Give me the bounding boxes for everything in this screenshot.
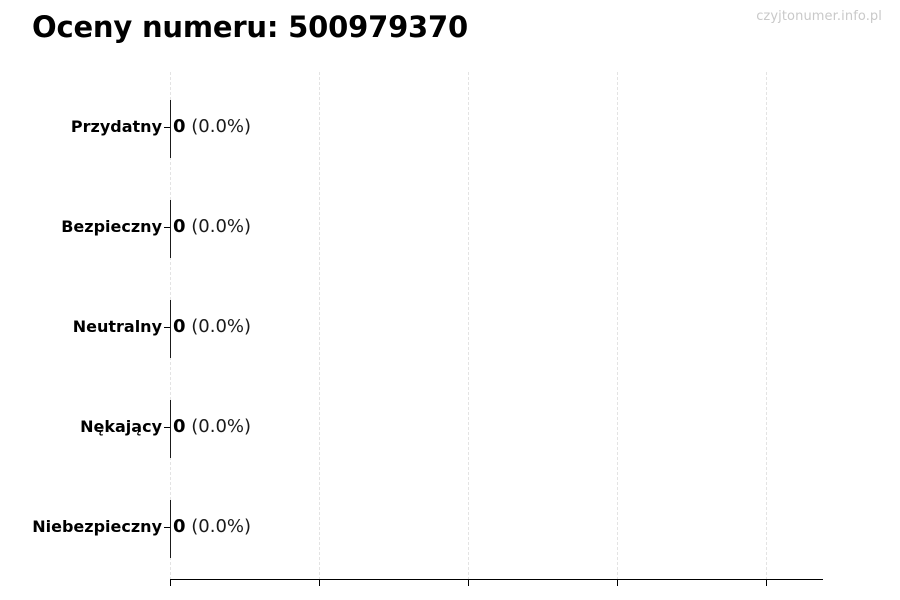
bar-przydatny <box>170 100 171 158</box>
value-count-neutralny: 0 <box>173 316 186 337</box>
gridline-4 <box>766 72 767 580</box>
value-percent-bezpieczny: (0.0%) <box>191 216 252 237</box>
value-count-niebezpieczny: 0 <box>173 516 186 537</box>
bar-bezpieczny <box>170 200 171 258</box>
x-axis-tick-0 <box>170 580 171 586</box>
value-count-przydatny: 0 <box>173 116 186 137</box>
value-label-przydatny: 0 (0.0%) <box>173 117 251 137</box>
bar-nekajacy <box>170 400 171 458</box>
category-label-bezpieczny: Bezpieczny <box>61 217 162 236</box>
value-count-bezpieczny: 0 <box>173 216 186 237</box>
category-label-przydatny: Przydatny <box>70 117 162 136</box>
y-axis-tick-przydatny <box>164 127 170 128</box>
bar-niebezpieczny <box>170 500 171 558</box>
category-label-neutralny: Neutralny <box>72 317 162 336</box>
x-axis-tick-2 <box>468 580 469 586</box>
category-label-nekajacy: Nękający <box>80 417 162 436</box>
value-label-bezpieczny: 0 (0.0%) <box>173 217 251 237</box>
site-watermark: czyjtonumer.info.pl <box>756 9 882 24</box>
category-label-niebezpieczny: Niebezpieczny <box>32 517 162 536</box>
value-percent-nekajacy: (0.0%) <box>191 416 252 437</box>
plot-area <box>170 72 823 580</box>
y-axis-tick-neutralny <box>164 327 170 328</box>
y-axis-tick-bezpieczny <box>164 227 170 228</box>
value-label-neutralny: 0 (0.0%) <box>173 317 251 337</box>
x-axis-line <box>170 579 823 580</box>
value-label-niebezpieczny: 0 (0.0%) <box>173 517 251 537</box>
value-percent-neutralny: (0.0%) <box>191 316 252 337</box>
y-axis-tick-nekajacy <box>164 427 170 428</box>
x-axis-tick-3 <box>617 580 618 586</box>
bar-neutralny <box>170 300 171 358</box>
value-percent-niebezpieczny: (0.0%) <box>191 516 252 537</box>
gridline-1 <box>319 72 320 580</box>
x-axis-tick-1 <box>319 580 320 586</box>
y-axis-tick-niebezpieczny <box>164 527 170 528</box>
value-count-nekajacy: 0 <box>173 416 186 437</box>
x-axis-tick-4 <box>766 580 767 586</box>
value-percent-przydatny: (0.0%) <box>191 116 252 137</box>
gridline-3 <box>617 72 618 580</box>
gridline-2 <box>468 72 469 580</box>
page-title: Oceny numeru: 500979370 <box>32 10 468 44</box>
value-label-nekajacy: 0 (0.0%) <box>173 417 251 437</box>
